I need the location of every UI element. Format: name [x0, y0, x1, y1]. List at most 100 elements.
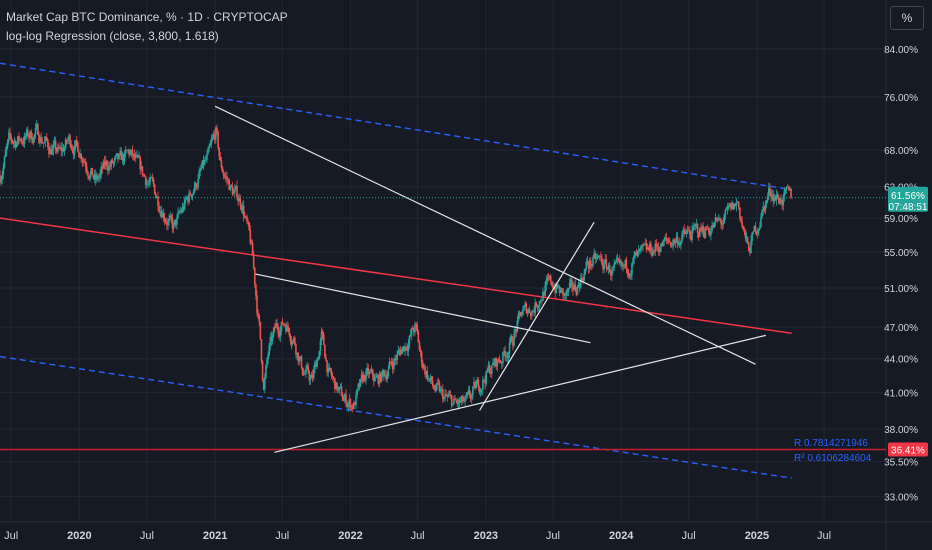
- candle-body: [216, 127, 218, 132]
- candle-body: [579, 277, 582, 288]
- candle-body: [510, 336, 513, 342]
- candle-body: [137, 155, 139, 158]
- candle-body: [613, 264, 615, 268]
- candle-body: [28, 135, 30, 138]
- time-tick-label: 2021: [203, 530, 227, 542]
- candle-body: [469, 394, 472, 399]
- candle-body: [223, 175, 226, 177]
- candle-body: [568, 282, 571, 289]
- candle-body: [88, 176, 90, 179]
- candle-body: [425, 371, 427, 375]
- candle-body: [778, 197, 780, 204]
- candle-body: [349, 399, 352, 408]
- candle-body: [68, 135, 70, 141]
- candle-body: [177, 211, 179, 218]
- candle-body: [497, 359, 500, 361]
- time-axis[interactable]: Jul 2020 Jul 2021 Jul 2022 Jul 2023 Jul 2024 Jul 20…: [4, 530, 831, 542]
- candle-body: [608, 265, 611, 273]
- candle-body: [542, 291, 544, 301]
- candle-body: [411, 328, 414, 330]
- candle-body: [21, 141, 24, 143]
- candle-body: [735, 202, 738, 206]
- candle-body: [138, 156, 140, 158]
- indicator-legend[interactable]: log-log Regression (close, 3,800, 1.618): [6, 29, 219, 43]
- candle-body: [120, 150, 123, 160]
- candle-body: [9, 132, 11, 136]
- candle-body: [45, 137, 48, 140]
- candle-body: [48, 146, 50, 155]
- candle-body: [487, 365, 490, 370]
- percent-unit-button[interactable]: %: [890, 6, 924, 30]
- price-tick-label: 35.50%: [884, 458, 918, 469]
- candle-body: [716, 218, 719, 221]
- candle-body: [287, 325, 289, 329]
- candle-body: [651, 251, 653, 256]
- candle-body: [663, 240, 666, 241]
- candle-body: [546, 277, 549, 281]
- trendline-4: [479, 221, 595, 411]
- candle-body: [721, 223, 723, 225]
- candle-body: [368, 372, 371, 375]
- candle-body: [710, 231, 712, 236]
- candle-body: [524, 303, 526, 307]
- candle-body: [551, 281, 553, 286]
- last-price-label: 61.56%: [891, 191, 925, 202]
- candle-body: [381, 370, 384, 373]
- candle-body: [506, 356, 509, 358]
- candle-body: [544, 285, 546, 296]
- candle-body: [267, 354, 269, 360]
- candle-body: [527, 309, 530, 313]
- candle-body: [746, 237, 749, 244]
- candle-body: [539, 300, 542, 302]
- candle-body: [380, 372, 383, 382]
- candle-body: [774, 197, 777, 201]
- candle-body: [424, 366, 426, 375]
- candle-body: [200, 167, 203, 170]
- candle-body: [667, 240, 670, 242]
- candle-body: [683, 229, 686, 232]
- candle-body: [759, 226, 761, 230]
- candle-body: [788, 186, 790, 191]
- candle-body: [280, 321, 283, 331]
- time-tick-label: Jul: [546, 530, 560, 542]
- candle-body: [20, 138, 22, 142]
- price-axis[interactable]: 33.00% 35.50% 38.00% 41.00% 44.00% 47.00% 51.0…: [884, 45, 918, 504]
- candle-body: [488, 365, 491, 373]
- candle-body: [271, 335, 274, 341]
- candle-body: [430, 376, 433, 382]
- candle-body: [472, 387, 474, 396]
- candle-body: [337, 389, 340, 391]
- candle-body: [567, 288, 570, 292]
- candle-body: [167, 221, 169, 226]
- regression-upper-line: [0, 62, 792, 191]
- candle-body: [620, 262, 622, 264]
- candle-body: [482, 380, 484, 390]
- candle-body: [729, 203, 731, 207]
- candle-body: [57, 146, 59, 152]
- candle-body: [509, 336, 512, 343]
- candle-body: [158, 205, 160, 212]
- countdown-label: 07:48:51: [889, 202, 928, 213]
- candle-body: [452, 403, 454, 406]
- candle-body: [514, 329, 516, 335]
- price-tick-label: 59.00%: [884, 214, 918, 225]
- trendline-2: [255, 273, 591, 344]
- candle-body: [336, 382, 338, 391]
- chart-title: Market Cap BTC Dominance, % · 1D · CRYPT…: [6, 10, 288, 24]
- candle-body: [69, 135, 71, 145]
- candle-body: [359, 378, 362, 387]
- candle-body: [584, 268, 587, 274]
- candle-body: [624, 260, 627, 267]
- candle-body: [761, 209, 763, 217]
- candle-body: [206, 154, 208, 160]
- time-tick-label: 2024: [609, 530, 634, 542]
- candle-body: [404, 346, 406, 352]
- candle-body: [161, 212, 164, 218]
- candle-body: [189, 192, 192, 195]
- candle-body: [160, 211, 163, 218]
- candle-body: [315, 362, 317, 367]
- candle-body: [298, 359, 301, 362]
- candle-body: [502, 352, 504, 364]
